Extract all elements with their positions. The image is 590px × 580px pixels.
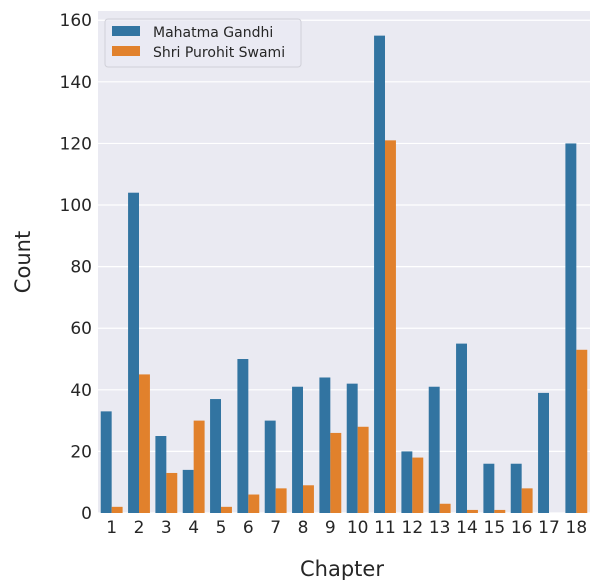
y-tick-label: 20 [70,442,92,462]
bar [292,386,303,513]
x-tick-label: 14 [456,518,478,538]
bars [100,35,588,514]
x-tick-label: 3 [161,518,172,538]
bar [139,374,150,513]
bar [346,383,358,513]
bar [128,192,139,514]
y-tick-label: 80 [70,258,92,278]
x-tick-label: 10 [347,518,369,538]
bar [182,469,194,513]
bar [538,392,549,513]
bar [494,509,506,513]
y-tick-label: 0 [81,504,92,524]
bar [428,386,440,513]
bar [401,451,413,513]
bar [303,485,314,513]
bar [221,506,232,513]
bar [111,506,123,513]
bar [576,349,588,513]
bar [374,35,385,514]
bar [439,503,451,513]
x-tick-label: 4 [188,518,199,538]
x-tick-label: 11 [374,518,396,538]
bar [521,488,533,513]
x-tick-label: 17 [538,518,560,538]
bar [237,359,249,513]
bar [565,143,577,513]
bar [155,436,167,513]
y-axis-label: Count [11,231,35,293]
x-axis-label: Chapter [300,557,384,580]
x-tick-label: 2 [134,518,145,538]
bar [483,463,495,513]
y-tick-label: 160 [60,11,92,31]
legend-label-mahatma-gandhi: Mahatma Gandhi [153,25,273,41]
plot-background [98,11,590,513]
bar [412,457,424,513]
x-tick-label: 15 [484,518,506,538]
x-tick-label: 7 [270,518,281,538]
bar [510,463,522,513]
bar [275,488,287,513]
y-tick-label: 40 [70,381,92,401]
x-tick-label: 13 [429,518,451,538]
bar [357,426,369,513]
bar [166,472,178,513]
bar [264,420,276,513]
bar [319,377,331,513]
bar [210,399,221,513]
bar [385,140,396,514]
y-tick-labels: 0 20 40 60 80 100 120 140 160 [60,11,92,524]
y-tick-label: 120 [60,134,92,154]
y-tick-label: 140 [60,73,92,93]
x-tick-label: 1 [106,518,117,538]
gridlines [98,19,590,514]
bar [248,494,260,513]
y-tick-label: 100 [60,196,92,216]
legend-box [104,18,302,68]
x-tick-label: 9 [325,518,336,538]
legend-swatch-shri-purohit-swami [112,46,140,56]
x-tick-labels: 1 2 3 4 5 6 7 8 9 10 11 12 13 14 15 16 17 18 [106,518,587,538]
x-tick-label: 8 [298,518,309,538]
bar [100,411,112,513]
y-tick-label: 60 [70,319,92,339]
x-tick-label: 12 [402,518,424,538]
x-tick-label: 18 [566,518,588,538]
bar [467,509,478,513]
legend-label-shri-purohit-swami: Shri Purohit Swami [153,45,285,61]
legend-swatch-mahatma-gandhi [112,26,140,36]
legend: Mahatma Gandhi Shri Purohit Swami [104,18,302,68]
x-tick-label: 6 [243,518,254,538]
x-tick-label: 5 [216,518,227,538]
x-tick-label: 16 [511,518,533,538]
bar [330,432,342,513]
bar [193,420,205,513]
bar [456,343,467,513]
